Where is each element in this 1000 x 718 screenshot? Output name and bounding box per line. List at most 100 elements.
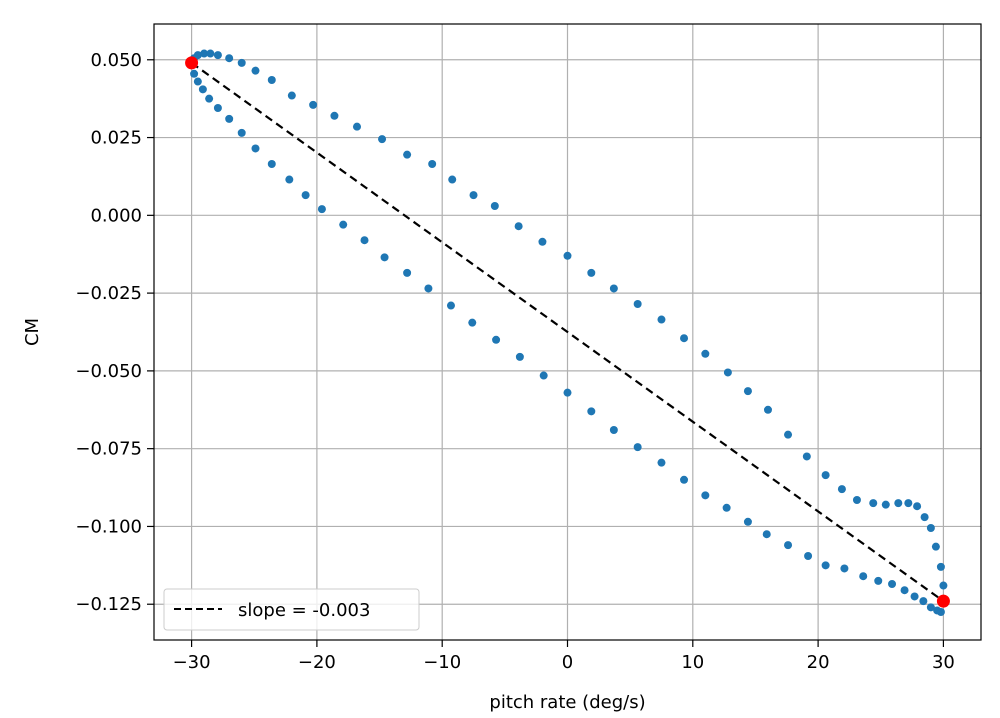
y-tick-label: −0.050 bbox=[75, 361, 142, 382]
data-point bbox=[821, 561, 830, 570]
data-point bbox=[190, 69, 199, 78]
y-axis-ticks: −0.125 −0.100 −0.075 −0.050 −0.025 0.000 0.025… bbox=[75, 50, 154, 615]
data-point bbox=[403, 150, 412, 159]
data-point bbox=[468, 318, 477, 327]
legend-box bbox=[163, 588, 420, 631]
data-point bbox=[378, 135, 387, 144]
endpoint-marker bbox=[936, 594, 950, 608]
data-point bbox=[722, 503, 731, 512]
data-point bbox=[213, 104, 222, 112]
data-point bbox=[859, 572, 868, 581]
y-tick-label: −0.100 bbox=[75, 516, 142, 537]
y-tick-label: −0.125 bbox=[75, 594, 142, 615]
y-tick-label: 0.000 bbox=[90, 205, 142, 226]
endpoint-markers-layer bbox=[185, 56, 950, 608]
y-tick-label: 0.050 bbox=[90, 50, 142, 71]
data-point bbox=[563, 388, 572, 397]
data-point bbox=[538, 237, 547, 246]
data-point bbox=[237, 128, 246, 137]
x-axis-ticks: −30 −20 −10 0 10 20 30 bbox=[173, 640, 955, 673]
data-point bbox=[225, 54, 234, 63]
data-point bbox=[680, 334, 689, 343]
data-point bbox=[587, 407, 596, 416]
data-point bbox=[784, 430, 793, 439]
data-point bbox=[193, 77, 202, 86]
data-point bbox=[657, 458, 666, 467]
data-point bbox=[910, 592, 919, 601]
data-point bbox=[888, 580, 897, 588]
data-point bbox=[587, 268, 596, 277]
data-point bbox=[330, 111, 339, 120]
data-point bbox=[609, 284, 618, 293]
data-point bbox=[723, 368, 732, 377]
data-point bbox=[317, 205, 326, 214]
data-point bbox=[633, 443, 642, 452]
data-point bbox=[352, 122, 361, 131]
data-point bbox=[251, 66, 260, 75]
y-tick-label: −0.025 bbox=[75, 283, 142, 304]
data-point bbox=[874, 576, 883, 585]
data-point bbox=[894, 499, 903, 508]
data-point bbox=[267, 160, 276, 168]
data-point bbox=[360, 236, 369, 245]
data-point bbox=[213, 51, 222, 60]
legend: slope = -0.003 bbox=[163, 588, 420, 631]
data-point bbox=[931, 542, 940, 551]
data-point bbox=[251, 144, 260, 153]
data-point bbox=[225, 114, 234, 123]
data-point bbox=[609, 426, 618, 434]
data-point bbox=[539, 371, 548, 380]
data-point bbox=[939, 581, 948, 590]
data-point bbox=[926, 603, 935, 612]
data-point bbox=[301, 191, 310, 200]
data-point bbox=[200, 49, 209, 58]
data-point bbox=[563, 251, 572, 260]
x-tick-label: −30 bbox=[173, 652, 211, 673]
x-tick-label: 10 bbox=[681, 652, 704, 673]
data-point bbox=[852, 496, 861, 504]
data-point bbox=[380, 253, 389, 262]
data-point bbox=[448, 175, 457, 184]
data-point bbox=[743, 517, 752, 526]
data-point bbox=[680, 475, 689, 484]
endpoint-marker bbox=[185, 56, 199, 70]
data-point bbox=[428, 160, 437, 168]
data-point bbox=[267, 76, 276, 84]
data-point bbox=[309, 100, 318, 109]
data-point bbox=[900, 586, 909, 595]
data-point bbox=[205, 94, 214, 103]
data-point bbox=[784, 541, 793, 550]
data-point bbox=[237, 58, 246, 67]
data-point bbox=[840, 564, 849, 573]
data-point bbox=[881, 500, 890, 509]
data-points-layer bbox=[187, 49, 948, 616]
data-point bbox=[198, 85, 207, 94]
data-point bbox=[701, 349, 710, 358]
x-tick-label: 20 bbox=[807, 652, 830, 673]
data-point bbox=[802, 452, 811, 461]
x-tick-label: −20 bbox=[298, 652, 336, 673]
data-point bbox=[913, 502, 922, 511]
x-axis-label: pitch rate (deg/s) bbox=[489, 692, 645, 713]
data-point bbox=[920, 513, 929, 522]
x-tick-label: 30 bbox=[932, 652, 955, 673]
data-point bbox=[206, 49, 215, 58]
data-point bbox=[701, 491, 710, 500]
fit-line bbox=[190, 61, 945, 603]
y-axis-label: CM bbox=[22, 318, 43, 346]
data-point bbox=[762, 530, 771, 539]
data-point bbox=[804, 552, 813, 560]
data-point bbox=[285, 175, 294, 184]
data-point bbox=[904, 499, 913, 508]
data-point bbox=[193, 51, 202, 60]
data-point bbox=[936, 562, 945, 571]
y-tick-label: −0.075 bbox=[75, 439, 142, 460]
y-tick-label: 0.025 bbox=[90, 128, 142, 149]
data-point bbox=[287, 91, 296, 100]
data-point bbox=[821, 471, 830, 480]
data-point bbox=[492, 335, 501, 344]
data-point bbox=[933, 606, 942, 615]
data-point bbox=[469, 191, 478, 200]
data-point bbox=[869, 499, 878, 508]
